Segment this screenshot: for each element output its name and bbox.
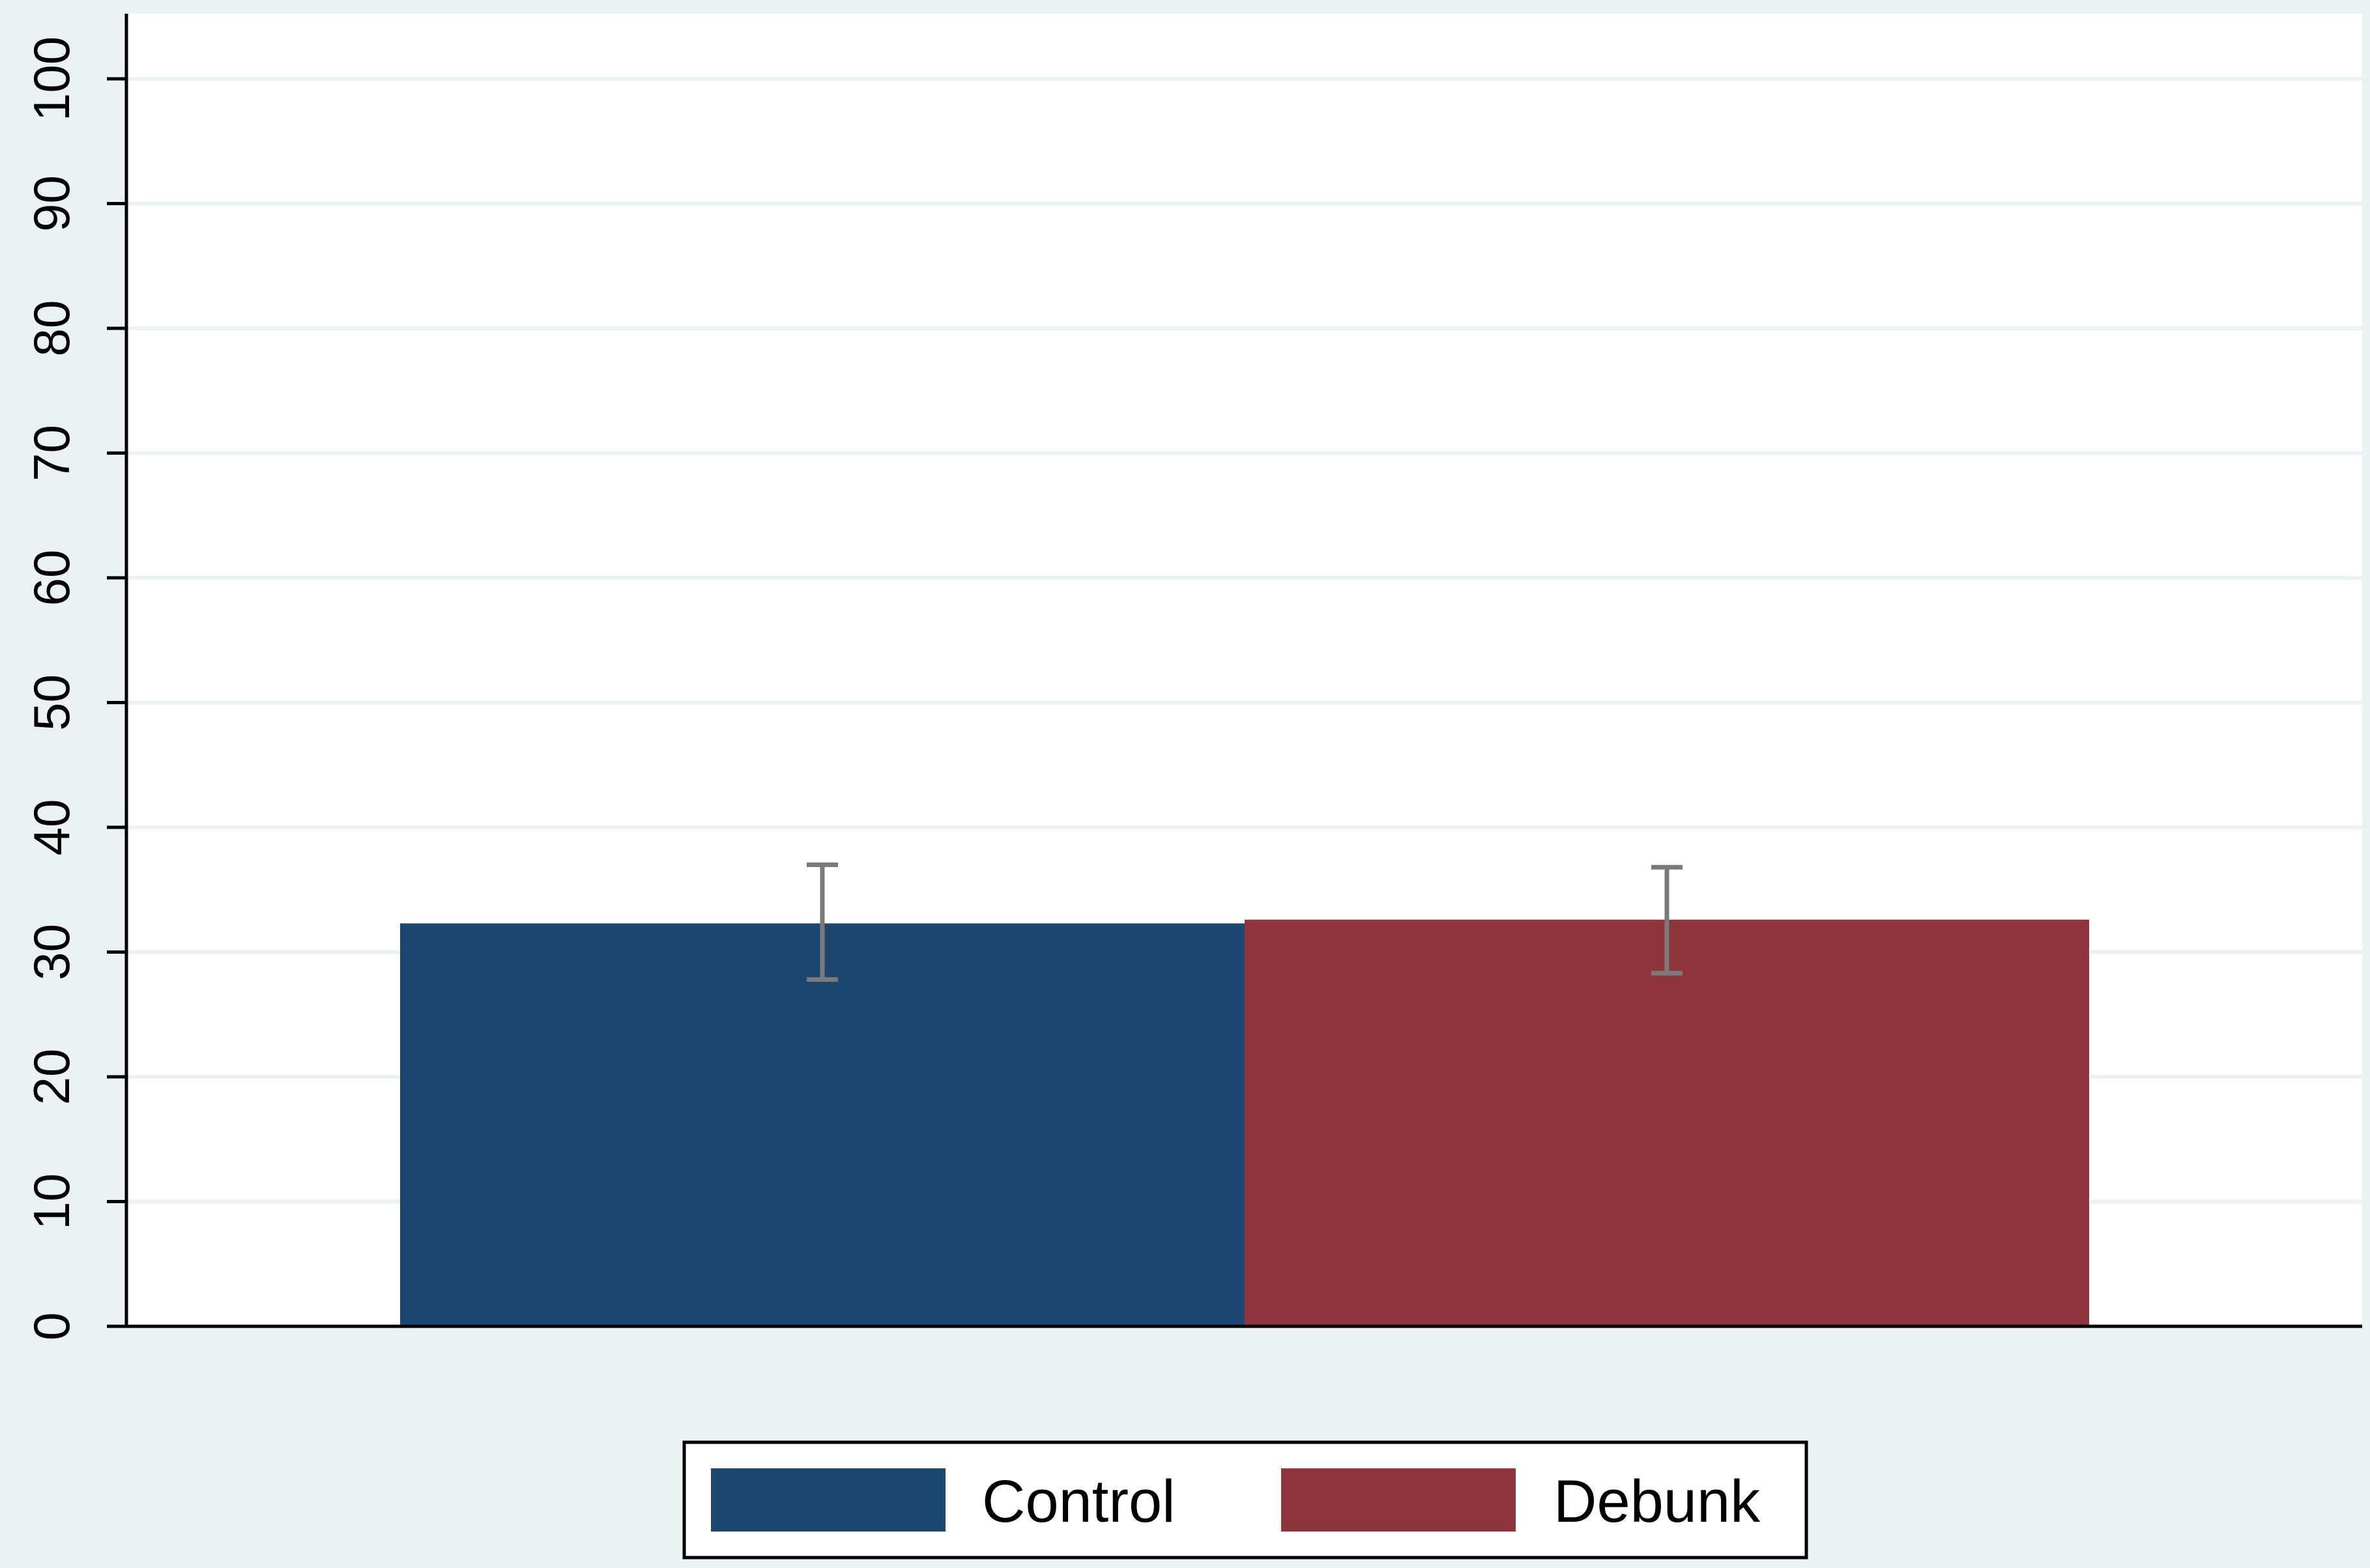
error-bars bbox=[807, 862, 1683, 982]
legend-label-debunk: Debunk bbox=[1554, 1468, 1761, 1535]
legend-label-control: Control bbox=[982, 1468, 1176, 1535]
y-tick-label: 40 bbox=[23, 799, 80, 856]
bars bbox=[400, 919, 2089, 1326]
axes bbox=[124, 14, 2362, 1328]
y-tick-label: 70 bbox=[23, 425, 80, 481]
y-tick-label: 60 bbox=[23, 550, 80, 606]
y-tick-label: 10 bbox=[23, 1173, 80, 1230]
y-tick-label: 100 bbox=[23, 36, 80, 121]
bar-debunk bbox=[1245, 919, 2089, 1326]
legend-swatch-control bbox=[711, 1468, 946, 1532]
legend: Control Debunk bbox=[682, 1440, 1808, 1560]
legend-swatch-debunk bbox=[1281, 1468, 1516, 1532]
bar-control bbox=[400, 923, 1245, 1326]
y-tick-label: 20 bbox=[23, 1049, 80, 1105]
y-tick-label: 30 bbox=[23, 924, 80, 980]
y-tick-label: 80 bbox=[23, 300, 80, 357]
y-tick-label: 90 bbox=[23, 175, 80, 232]
y-tick-label: 50 bbox=[23, 674, 80, 731]
y-tick-label: 0 bbox=[23, 1312, 80, 1340]
y-axis-ticks: 0 10 20 30 40 50 60 70 80 90 100 bbox=[23, 36, 126, 1341]
